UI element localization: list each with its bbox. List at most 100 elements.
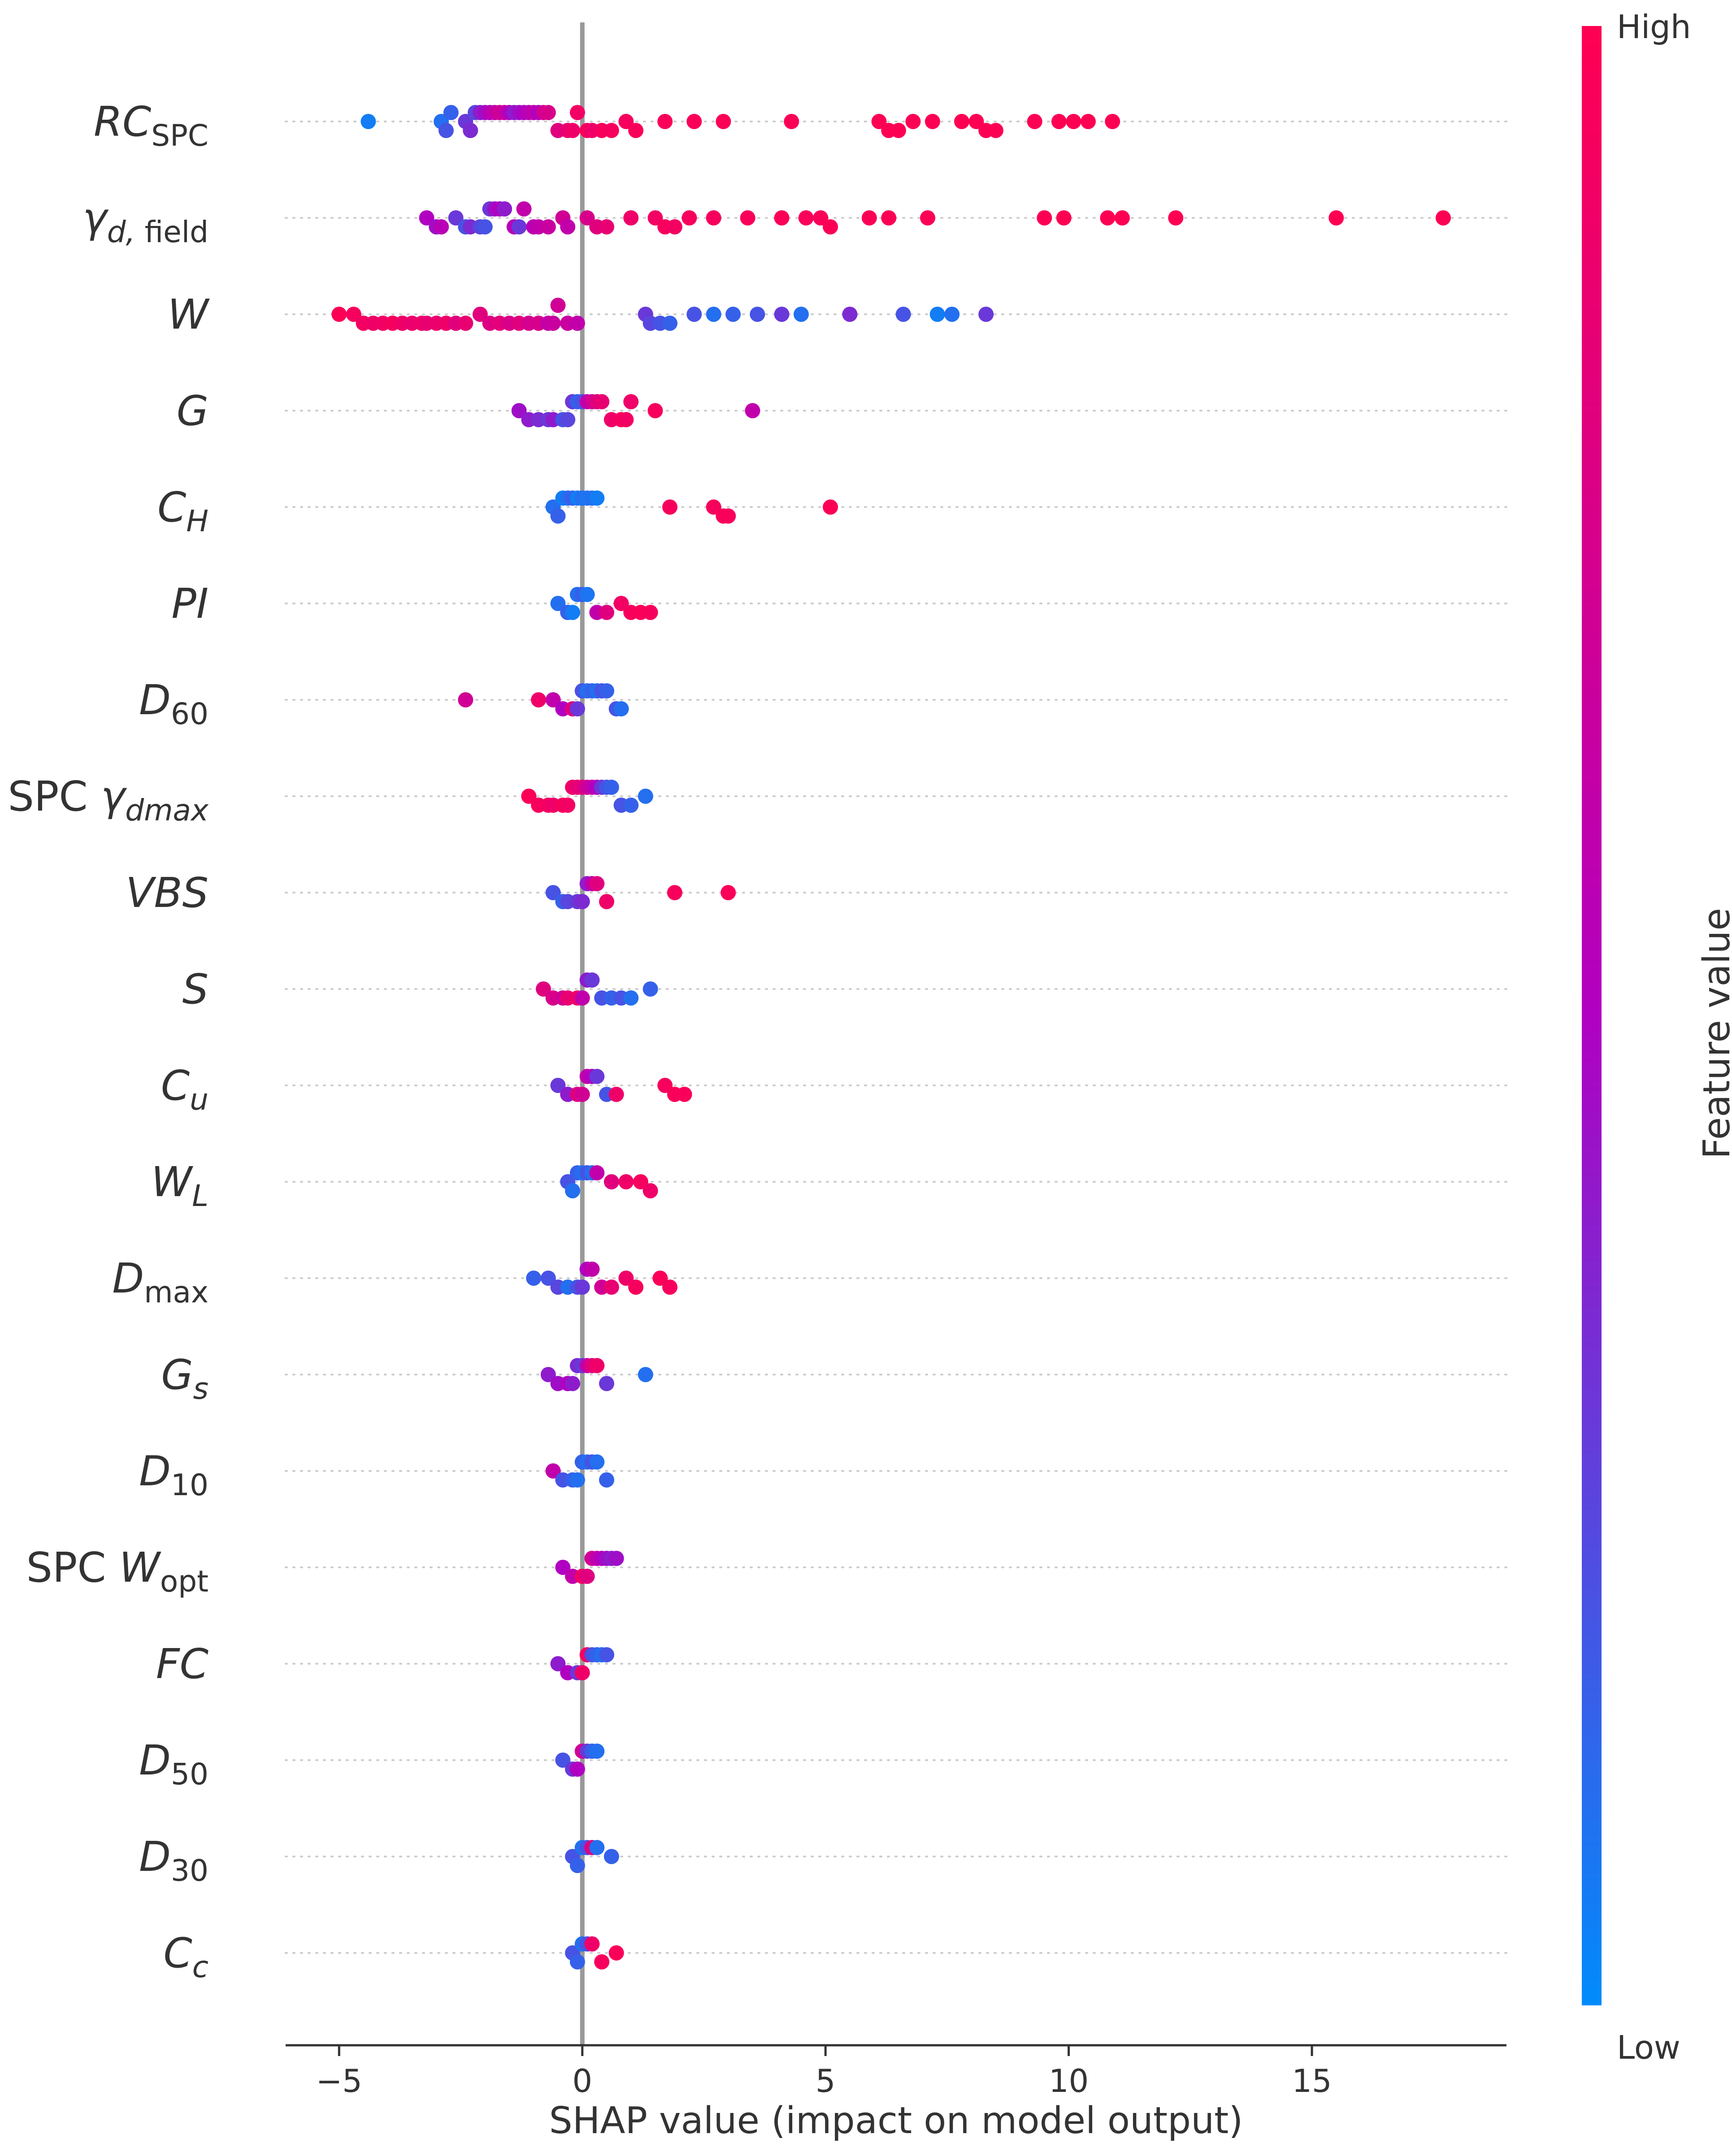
data-point	[682, 210, 697, 226]
colorbar	[1582, 26, 1602, 2005]
data-point	[657, 1078, 673, 1093]
feature-label: W	[168, 291, 210, 338]
data-point	[890, 123, 906, 138]
feature-label: PI	[171, 580, 208, 628]
data-point	[652, 1271, 668, 1286]
data-point	[443, 105, 459, 120]
data-point	[550, 596, 566, 611]
feature-label: G	[177, 387, 208, 435]
data-point	[599, 1376, 615, 1391]
data-point	[1100, 210, 1116, 226]
data-point	[569, 1858, 585, 1873]
data-point	[565, 123, 581, 138]
data-point	[589, 1358, 605, 1373]
data-point	[555, 1560, 571, 1575]
data-point	[594, 394, 610, 409]
data-point	[458, 692, 473, 707]
data-point	[667, 885, 682, 900]
data-point	[526, 1271, 542, 1286]
data-point	[774, 210, 790, 226]
feature-label: S	[182, 965, 208, 1013]
data-point	[516, 201, 532, 217]
data-point	[1066, 114, 1081, 129]
data-point	[589, 1165, 605, 1180]
data-point	[438, 123, 454, 138]
data-point	[842, 307, 858, 322]
data-point	[608, 1945, 624, 1961]
data-point	[545, 316, 561, 331]
data-point	[1027, 114, 1042, 129]
data-point	[448, 210, 464, 226]
colorbar-title: Feature value	[1696, 908, 1732, 1159]
data-point	[463, 123, 478, 138]
data-point	[545, 692, 561, 707]
data-point	[686, 307, 702, 322]
data-point	[603, 1849, 619, 1864]
data-point	[511, 219, 527, 234]
data-point	[574, 1087, 590, 1102]
feature-label: RCSPC	[94, 98, 208, 153]
data-point	[623, 798, 639, 813]
data-point	[706, 307, 721, 322]
data-point	[642, 1183, 658, 1198]
data-point	[521, 789, 537, 804]
feature-label: CH	[157, 483, 208, 538]
data-point	[599, 219, 615, 234]
data-point	[716, 114, 731, 129]
data-point	[550, 1078, 566, 1093]
data-point	[647, 210, 663, 226]
data-point	[472, 307, 488, 322]
data-point	[569, 1761, 585, 1777]
data-point	[603, 780, 619, 795]
data-point	[419, 210, 434, 226]
data-point	[745, 403, 760, 418]
data-point	[1081, 114, 1096, 129]
data-point	[793, 307, 809, 322]
x-axis-label: SHAP value (impact on model output)	[549, 2100, 1243, 2142]
data-point	[1105, 114, 1120, 129]
feature-label: Cc	[163, 1929, 208, 1984]
data-point	[706, 499, 721, 515]
data-point	[545, 1463, 561, 1479]
data-point	[618, 412, 634, 427]
data-point	[1328, 210, 1344, 226]
data-point	[540, 1367, 556, 1382]
data-point	[1114, 210, 1130, 226]
data-point	[603, 123, 619, 138]
data-point	[589, 1069, 605, 1084]
data-point	[638, 789, 653, 804]
data-point	[638, 1367, 653, 1382]
data-point	[599, 894, 615, 909]
data-point	[642, 605, 658, 620]
data-point	[642, 981, 658, 997]
data-points	[331, 105, 1451, 1969]
data-point	[550, 298, 566, 313]
data-point	[584, 1936, 600, 1952]
data-point	[633, 1174, 648, 1189]
data-point	[895, 307, 911, 322]
data-point	[531, 692, 547, 707]
data-point	[574, 990, 590, 1006]
data-point	[920, 210, 936, 226]
data-point	[618, 1271, 634, 1286]
data-point	[331, 307, 347, 322]
feature-label: SPC γdmax	[8, 772, 208, 828]
data-point	[988, 123, 1003, 138]
data-point	[823, 499, 838, 515]
data-point	[725, 307, 741, 322]
feature-label: Dmax	[112, 1254, 208, 1310]
data-point	[954, 114, 969, 129]
data-point	[603, 1280, 619, 1295]
data-point	[584, 972, 600, 988]
data-point	[750, 307, 765, 322]
data-point	[647, 403, 663, 418]
x-tick-label: 5	[816, 2063, 836, 2100]
data-point	[599, 1472, 615, 1488]
feature-label: γd, field	[82, 194, 208, 249]
feature-label: VBS	[126, 869, 208, 917]
data-point	[599, 605, 615, 620]
data-point	[560, 219, 576, 234]
data-point	[784, 114, 799, 129]
data-point	[589, 876, 605, 891]
